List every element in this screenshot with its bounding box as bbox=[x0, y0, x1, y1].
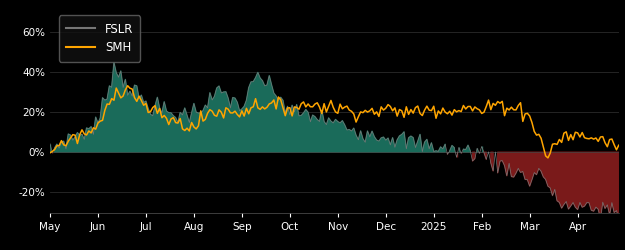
Legend: FSLR, SMH: FSLR, SMH bbox=[59, 16, 140, 62]
